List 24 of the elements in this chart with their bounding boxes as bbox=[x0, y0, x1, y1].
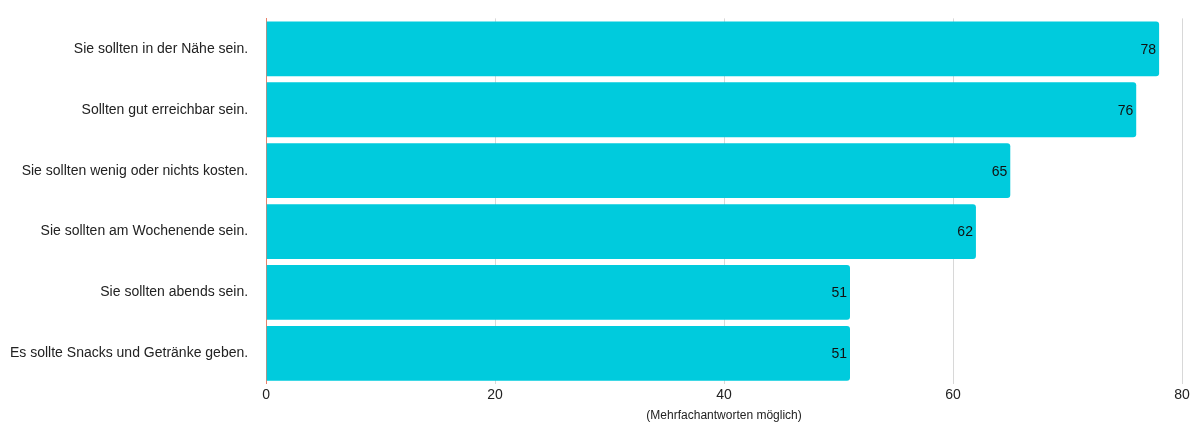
data-label: 51 bbox=[831, 345, 848, 362]
x-tick-label: 40 bbox=[716, 386, 733, 403]
data-label: 62 bbox=[957, 223, 974, 240]
data-label: 78 bbox=[1140, 40, 1157, 57]
data-label: 51 bbox=[831, 284, 848, 301]
bar bbox=[266, 325, 850, 381]
y-tick-label: Es sollte Snacks und Getränke geben. bbox=[9, 344, 249, 361]
y-tick-label: Sie sollten abends sein. bbox=[100, 283, 249, 300]
x-axis-title: (Mehrfachantworten möglich) bbox=[646, 408, 802, 423]
data-label: 76 bbox=[1117, 101, 1134, 118]
y-tick-label: Sie sollten in der Nähe sein. bbox=[73, 39, 249, 56]
y-tick-label: Sie sollten am Wochenende sein. bbox=[40, 222, 249, 239]
bar bbox=[266, 143, 1011, 199]
bar bbox=[266, 82, 1137, 138]
bar bbox=[266, 265, 850, 320]
bar bbox=[266, 21, 1160, 77]
x-tick-label: 80 bbox=[1174, 386, 1190, 403]
data-label: 65 bbox=[991, 162, 1008, 179]
bar bbox=[266, 204, 976, 259]
x-tick-label: 60 bbox=[945, 386, 962, 403]
x-tick-label: 0 bbox=[262, 386, 271, 403]
y-tick-label: Sie sollten wenig oder nichts kosten. bbox=[21, 161, 249, 178]
x-tick-label: 20 bbox=[487, 386, 504, 403]
y-tick-label: Sollten gut erreichbar sein. bbox=[81, 100, 249, 117]
